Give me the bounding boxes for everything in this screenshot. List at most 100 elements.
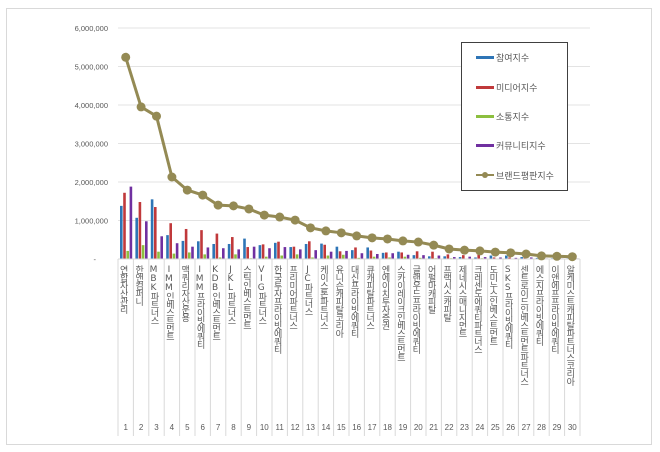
line-marker xyxy=(567,252,577,262)
bar-2 xyxy=(388,257,391,259)
y-tick-label: 6,000,000 xyxy=(75,24,108,33)
line-marker xyxy=(136,102,146,112)
bar-0 xyxy=(412,255,416,259)
x-category-label: JC파트너스 xyxy=(303,265,313,315)
x-category-label: 엔에이치투자증권 xyxy=(380,265,390,330)
line-marker xyxy=(229,201,238,211)
x-rank-label: 13 xyxy=(306,423,315,432)
bar-1 xyxy=(477,254,480,259)
x-category-label: 연합자산관리 xyxy=(118,265,128,315)
bar-0 xyxy=(212,243,215,259)
x-rank-label: 11 xyxy=(276,423,285,432)
line-marker xyxy=(552,251,562,261)
bar-2 xyxy=(218,257,222,259)
bar-3 xyxy=(437,255,441,259)
bar-0 xyxy=(335,246,339,259)
legend-swatch-green xyxy=(476,114,494,118)
bar-1 xyxy=(169,223,172,259)
bar-0 xyxy=(366,247,369,259)
legend-swatch-red xyxy=(476,85,494,89)
legend-line-marker-icon xyxy=(476,172,494,178)
bar-1 xyxy=(184,228,188,259)
x-rank-label: 24 xyxy=(475,423,484,432)
line-marker xyxy=(336,228,346,238)
y-tick-label: 2,000,000 xyxy=(75,178,108,187)
x-rank-label: 23 xyxy=(460,423,469,432)
x-category-label: 도미누스인베스트먼트 xyxy=(487,265,497,345)
bar-2 xyxy=(234,254,237,259)
bar-0 xyxy=(397,251,400,259)
x-rank-label: 5 xyxy=(185,423,190,432)
bar-1 xyxy=(354,247,357,259)
x-rank-label: 4 xyxy=(170,423,175,432)
bar-0 xyxy=(274,242,277,259)
bar-1 xyxy=(138,202,142,259)
x-category-label: KDB인베스트먼트 xyxy=(210,265,220,340)
bar-0 xyxy=(243,238,246,259)
x-category-label: 유니슨캐피탈코리아 xyxy=(333,265,343,339)
y-tick-label: 5,000,000 xyxy=(75,63,108,72)
legend-item-community: 커뮤니티지수 xyxy=(476,139,546,152)
x-rank-label: 26 xyxy=(506,423,515,432)
line-marker xyxy=(506,248,516,258)
bar-2 xyxy=(357,257,360,259)
x-category-label: 에스지프라이빗에쿼티 xyxy=(534,265,544,347)
bar-1 xyxy=(277,241,280,259)
legend-label: 브랜드평판지수 xyxy=(496,171,554,182)
bar-1 xyxy=(323,244,326,259)
x-rank-label: 14 xyxy=(321,423,330,432)
x-rank-label: 25 xyxy=(491,423,500,432)
bar-0 xyxy=(166,235,169,259)
line-marker xyxy=(398,236,408,246)
line-marker xyxy=(152,111,161,121)
bar-3 xyxy=(391,253,394,259)
x-category-label: IMM프라이빗에쿼티 xyxy=(195,265,205,350)
x-category-label: IMM인베스트먼트 xyxy=(164,265,174,340)
bar-1 xyxy=(154,207,157,259)
bar-3 xyxy=(252,246,256,259)
bar-1 xyxy=(338,251,342,259)
x-category-label: 프리미어파트너스 xyxy=(287,265,297,329)
x-category-label: JKL파트너스 xyxy=(226,265,236,324)
bar-1 xyxy=(123,192,126,259)
x-rank-label: 18 xyxy=(383,423,392,432)
bar-1 xyxy=(446,254,450,259)
bar-3 xyxy=(376,253,379,259)
bar-2 xyxy=(326,255,330,259)
bar-2 xyxy=(295,254,299,259)
x-category-label: 센트로이드인베스트먼트파트너스 xyxy=(518,265,528,385)
bar-3 xyxy=(345,250,348,259)
x-rank-label: 9 xyxy=(247,423,252,432)
line-marker xyxy=(182,185,192,195)
bar-0 xyxy=(520,257,523,259)
x-category-label: 스틱인베스트먼트 xyxy=(241,265,251,329)
bar-1 xyxy=(400,252,403,259)
bar-0 xyxy=(458,257,462,259)
x-category-label: 어펄마캐피탈 xyxy=(426,265,436,314)
x-rank-label: 3 xyxy=(154,423,159,432)
bar-0 xyxy=(505,255,508,259)
legend-item-communication: 소통지수 xyxy=(476,110,529,123)
legend-label: 커뮤니티지수 xyxy=(496,141,546,152)
bar-2 xyxy=(203,254,206,259)
line-marker xyxy=(306,223,315,233)
x-rank-label: 1 xyxy=(123,423,128,432)
legend-item-participation: 참여지수 xyxy=(476,51,529,64)
bar-3 xyxy=(483,257,487,259)
bar-0 xyxy=(227,243,231,259)
bar-3 xyxy=(268,248,271,259)
bar-3 xyxy=(314,250,317,259)
x-rank-label: 8 xyxy=(231,423,236,432)
bar-2 xyxy=(403,256,407,259)
y-tick-label: 1,000,000 xyxy=(75,217,108,226)
x-rank-label: 15 xyxy=(337,423,346,432)
line-marker xyxy=(121,52,131,62)
legend-item-media: 미디어지수 xyxy=(476,81,537,94)
x-rank-label: 20 xyxy=(414,423,423,432)
bar-0 xyxy=(489,255,493,259)
bar-3 xyxy=(360,253,364,259)
bar-0 xyxy=(120,205,123,259)
bar-1 xyxy=(492,257,496,259)
bar-2 xyxy=(157,251,160,259)
